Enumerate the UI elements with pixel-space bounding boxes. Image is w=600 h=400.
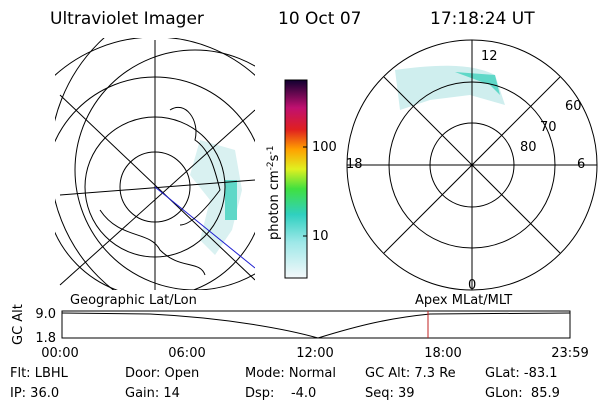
mlt-label: 6	[577, 157, 585, 172]
mlat-label: 80	[520, 140, 537, 155]
footer-field: Seq: 39	[365, 386, 415, 400]
date: 10 Oct 07	[278, 9, 361, 29]
x-tick-label: 12:00	[296, 346, 333, 361]
mlt-label: 12	[481, 49, 498, 64]
x-tick-label: 06:00	[168, 346, 205, 361]
x-tick-label: 23:59	[551, 346, 588, 361]
mlt-label: 0	[468, 278, 476, 293]
y-tick-label: 9.0	[35, 307, 56, 322]
time: 17:18:24 UT	[430, 9, 535, 29]
footer-field: Door: Open	[125, 366, 199, 381]
instrument-title: Ultraviolet Imager	[50, 9, 204, 29]
mlat-label: 70	[540, 120, 557, 135]
altitude-plot: Geographic Lat/Lon Apex MLat/MLT GC Alt …	[11, 293, 589, 361]
footer-field: GLon: 85.9	[485, 386, 560, 400]
colorbar-tick: 100	[312, 140, 337, 155]
right-title: Apex MLat/MLT	[415, 293, 512, 308]
geographic-map	[55, 38, 255, 290]
y-axis-label: GC Alt	[11, 304, 26, 345]
colorbar-label: photon cm-2s-1	[266, 146, 282, 240]
x-tick-label: 00:00	[41, 346, 78, 361]
left-title: Geographic Lat/Lon	[70, 293, 197, 308]
colorbar	[284, 79, 308, 279]
footer-field: Flt: LBHL	[10, 366, 69, 381]
y-tick-label: 1.8	[35, 331, 56, 346]
footer: Flt: LBHL Door: Open Mode: Normal GC Alt: 7…	[10, 366, 560, 400]
footer-field: GLat: -83.1	[485, 366, 558, 381]
footer-field: Mode: Normal	[245, 366, 336, 381]
colorbar-tick: 10	[312, 229, 329, 244]
polar-plot: 12 6 0 18 60 70 80	[346, 39, 598, 293]
footer-field: GC Alt: 7.3 Re	[365, 366, 456, 381]
mlt-label: 18	[346, 157, 363, 172]
footer-field: Gain: 14	[125, 386, 180, 400]
mlat-label: 60	[565, 99, 582, 114]
footer-field: Dsp: -4.0	[245, 386, 316, 400]
footer-field: IP: 36.0	[10, 386, 59, 400]
x-tick-label: 18:00	[424, 346, 461, 361]
